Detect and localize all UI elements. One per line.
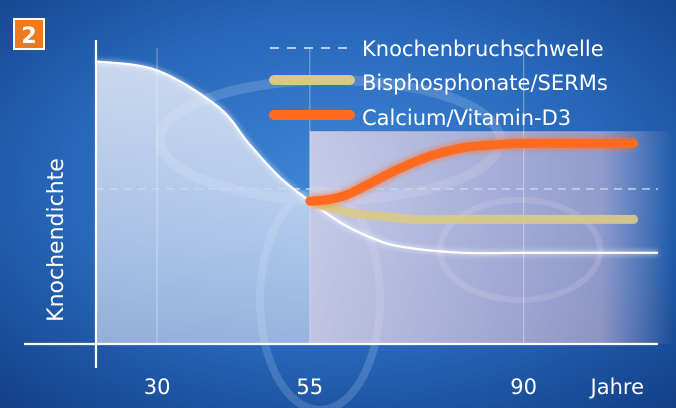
legend-item-bisphosphonate: Bisphosphonate/SERMs — [269, 71, 608, 95]
axes — [24, 40, 658, 368]
x-tick-label-30: 30 — [144, 375, 171, 399]
figure-badge: 2 — [13, 18, 45, 50]
plot-areas — [96, 61, 674, 344]
legend-item-threshold: Knochenbruchschwelle — [270, 37, 604, 61]
y-axis-label: Knochendichte — [44, 158, 69, 322]
legend: Knochenbruchschwelle Bisphosphonate/SERMs… — [269, 37, 608, 130]
legend-label-threshold: Knochenbruchschwelle — [362, 37, 604, 61]
series-group — [95, 58, 658, 257]
baseline-line — [95, 60, 658, 255]
x-tick-label-55: 55 — [296, 375, 323, 399]
badge-number: 2 — [21, 24, 36, 49]
series-line-bisphosphonate — [305, 196, 639, 225]
legend-label-calcium: Calcium/Vitamin-D3 — [362, 106, 571, 130]
x-tick-labels: 30 55 90 — [144, 375, 537, 399]
badge-box — [13, 18, 45, 50]
pre-treatment-area — [96, 61, 310, 344]
legend-label-bisphosphonate: Bisphosphonate/SERMs — [362, 71, 608, 95]
x-tick-label-90: 90 — [510, 375, 537, 399]
legend-item-calcium: Calcium/Vitamin-D3 — [269, 106, 571, 130]
series-line-calcium — [305, 138, 639, 206]
x-axis-label: Jahre — [589, 375, 644, 399]
